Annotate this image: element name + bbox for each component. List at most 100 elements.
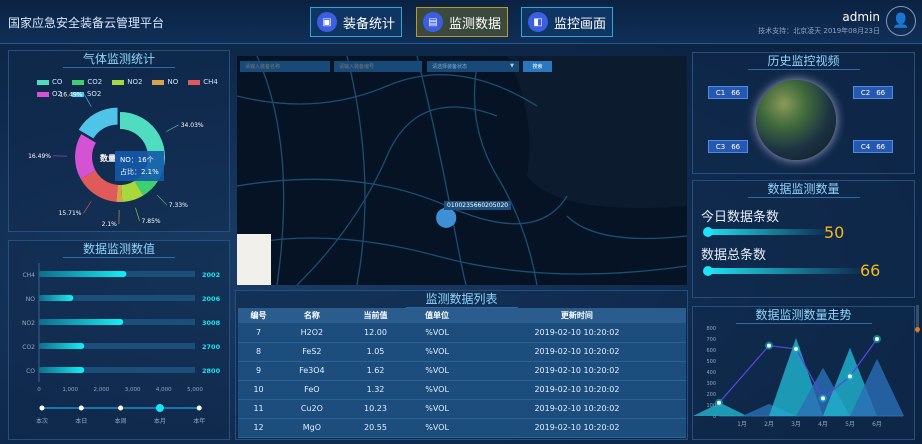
legend-swatch <box>71 91 84 97</box>
row-name: H2O2 <box>279 323 345 343</box>
today-count-value: 50 <box>824 223 845 242</box>
timeline-label[interactable]: 本日 <box>75 417 87 425</box>
support-text: 技术支持：北京凌天 <box>758 27 822 35</box>
avatar-icon[interactable]: 👤 <box>886 6 916 36</box>
label-line <box>83 201 92 214</box>
total-count-bar <box>705 268 865 274</box>
camera-name: C4 <box>860 142 871 151</box>
legend-swatch <box>72 79 85 85</box>
table-row[interactable]: 8 FeS2 1.05 %VOL 2019-02-10 10:20:02 <box>238 342 686 362</box>
slice-label: 16.49% <box>28 153 51 160</box>
timeline-label[interactable]: 本次 <box>36 417 48 425</box>
table-row[interactable]: 10 FeO 1.32 %VOL 2019-02-10 10:20:02 <box>238 380 686 400</box>
slice-label: 7.85% <box>142 218 161 225</box>
y-tick-label: 0 <box>713 414 716 420</box>
scrollbar[interactable] <box>915 305 920 333</box>
equipment-name-input[interactable] <box>240 61 330 72</box>
x-tick-label: 0 <box>37 387 41 393</box>
legend-label: NO <box>167 78 179 86</box>
category-label: CO <box>26 368 35 375</box>
timeline-node-0[interactable] <box>39 405 45 411</box>
bar-value-label: 2002 <box>202 271 220 279</box>
map-view[interactable]: 请选择装备状态 ▼ 搜索 ⬤ 0100235660205020 <box>237 56 687 285</box>
row-name: Fe3O4 <box>279 361 345 381</box>
y-tick-label: 400 <box>706 370 716 376</box>
legend-item[interactable]: CO <box>37 78 62 86</box>
timeline-label[interactable]: 本年 <box>193 417 205 425</box>
nav-label: 装备统计 <box>343 16 396 32</box>
camera-c1-button[interactable]: C1 66 <box>708 86 748 99</box>
donut-center-label: 数量 <box>100 154 116 163</box>
chart-legend: CO CO2 NO2 NO CH4 O2 SO2 <box>37 78 232 98</box>
legend-label: O2 <box>52 90 62 98</box>
table-row[interactable]: 7 H2O2 12.00 %VOL 2019-02-10 10:20:02 <box>238 323 686 343</box>
map-marker-icon[interactable]: ⬤ <box>435 204 458 228</box>
equipment-code-input[interactable] <box>334 61 422 72</box>
total-count-label: 数据总条数 <box>701 248 767 263</box>
x-tick-label: 1,000 <box>62 387 78 393</box>
search-button[interactable]: 搜索 <box>523 61 552 72</box>
col-name: 名称 <box>279 308 345 323</box>
map-minimap[interactable] <box>237 234 271 285</box>
legend-label: CO <box>52 78 63 86</box>
row-unit: %VOL <box>406 342 468 362</box>
x-tick-label: 4月 <box>818 421 828 428</box>
panel-title: 气体监测统计 <box>62 50 176 68</box>
camera-c4-button[interactable]: C4 66 <box>853 140 893 153</box>
username[interactable]: admin <box>842 10 880 24</box>
camera-value: 66 <box>876 88 886 97</box>
timeline-node-3[interactable] <box>155 404 164 412</box>
map-roads <box>237 56 687 285</box>
chevron-down-icon: ▼ <box>510 63 514 69</box>
timeline-label[interactable]: 本周 <box>115 417 127 425</box>
row-time: 2019-02-10 10:20:02 <box>467 418 686 438</box>
data-point <box>821 396 825 401</box>
camera-name: C1 <box>715 88 726 97</box>
data-point <box>794 346 798 351</box>
legend-item[interactable]: CH4 <box>188 78 218 86</box>
timeline-node-1[interactable] <box>78 405 84 411</box>
slice-label: 34.03% <box>181 122 204 129</box>
table-row[interactable]: 12 MgO 20.55 %VOL 2019-02-10 10:20:02 <box>238 418 686 438</box>
camera-icon: ◧ <box>528 12 548 32</box>
table-row[interactable]: 11 Cu2O 10.23 %VOL 2019-02-10 10:20:02 <box>238 399 686 419</box>
donut-slice-NO2 <box>121 180 144 202</box>
bar-CO2 <box>39 343 85 349</box>
data-point <box>717 400 721 405</box>
legend-item[interactable]: SO2 <box>71 90 102 98</box>
legend-label: SO2 <box>86 90 102 98</box>
legend-swatch <box>112 79 125 85</box>
legend-item[interactable]: NO2 <box>112 78 142 86</box>
camera-c2-button[interactable]: C2 66 <box>853 86 893 99</box>
camera-c3-button[interactable]: C3 66 <box>708 140 748 153</box>
x-tick-label: 3月 <box>791 421 801 428</box>
legend-swatch <box>188 79 201 85</box>
row-value: 20.55 <box>344 418 407 438</box>
timeline-node-2[interactable] <box>118 405 124 411</box>
legend-item[interactable]: CO2 <box>72 78 102 86</box>
row-unit: %VOL <box>406 323 468 343</box>
panel-title: 监测数据列表 <box>405 290 518 308</box>
timeline-node-4[interactable] <box>196 405 202 411</box>
tooltip-line: NO：16个 <box>120 156 154 164</box>
chart-tooltip: NO：16个 占比：2.1% <box>115 151 164 181</box>
row-name: FeO <box>279 380 345 400</box>
table-row[interactable]: 9 Fe3O4 1.62 %VOL 2019-02-10 10:20:02 <box>238 361 686 381</box>
row-id: 11 <box>238 399 280 419</box>
row-time: 2019-02-10 10:20:02 <box>467 380 686 400</box>
nav-equipment-stats[interactable]: ▣ 装备统计 <box>310 7 402 37</box>
slice-label: 2.1% <box>102 221 118 228</box>
panel-title: 数据监测数量 <box>747 180 860 198</box>
category-label: NO <box>26 296 35 303</box>
legend-item[interactable]: O2 <box>37 90 62 98</box>
label-line <box>84 94 92 107</box>
nav-monitor-view[interactable]: ◧ 监控画面 <box>521 7 613 37</box>
panel-title: 数据监测数量走势 <box>735 306 872 324</box>
marker-label: 0100235660205020 <box>444 201 512 210</box>
legend-item[interactable]: NO <box>152 78 178 86</box>
timeline-label[interactable]: 本月 <box>154 417 166 425</box>
nav-monitor-data[interactable]: ▤ 监测数据 <box>416 7 508 37</box>
data-point <box>767 343 771 348</box>
equipment-status-select[interactable]: 请选择装备状态 ▼ <box>427 61 519 72</box>
donut-slice-NO <box>116 184 123 202</box>
